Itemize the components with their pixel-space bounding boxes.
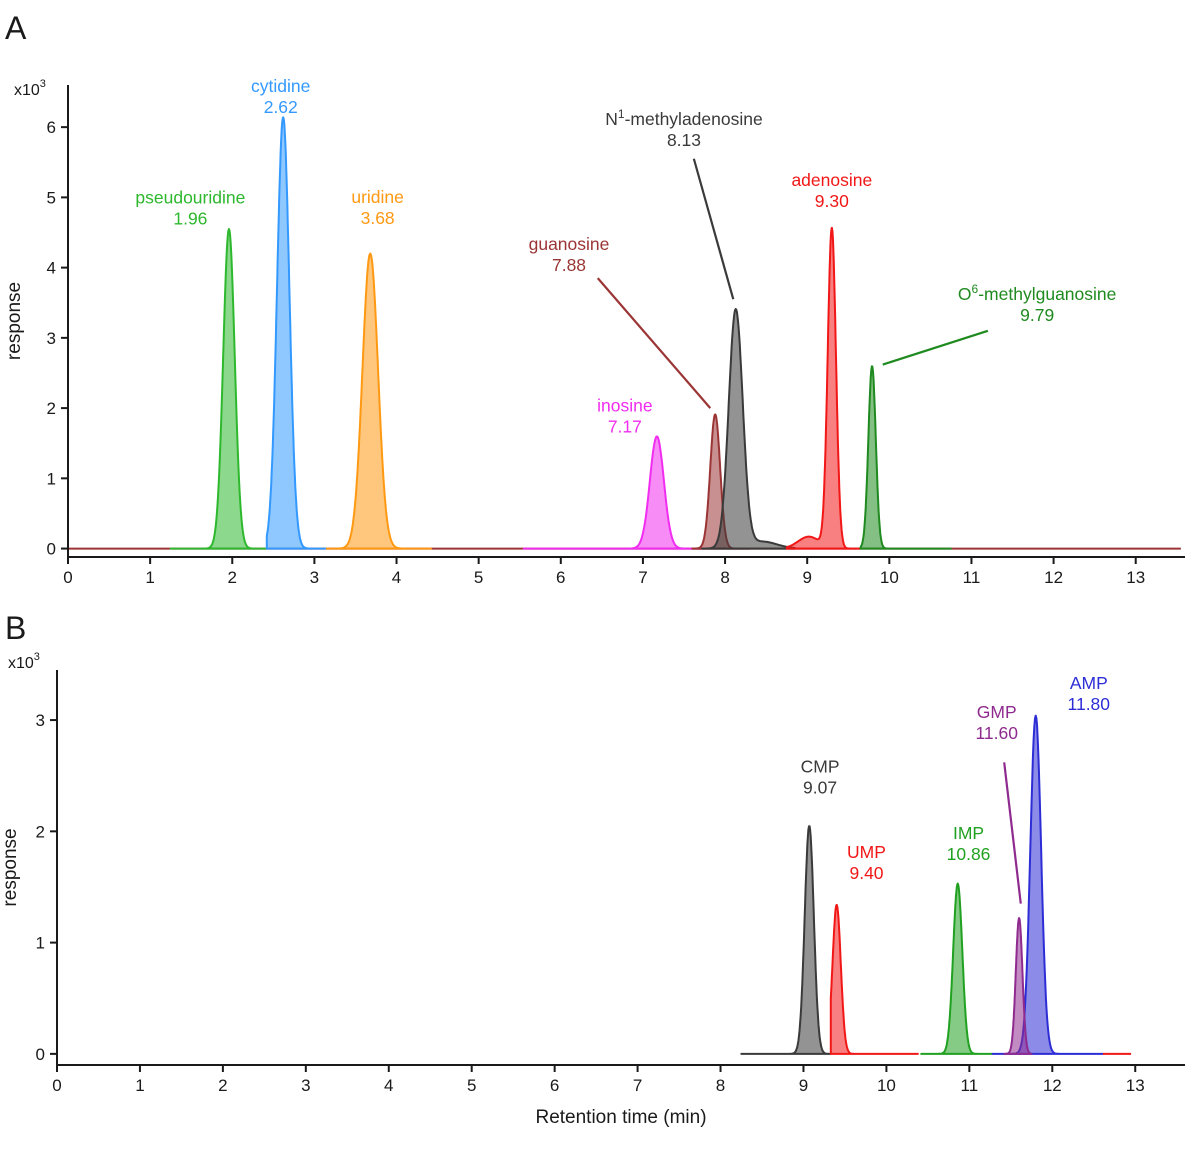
peak-label-cmp: CMP: [801, 756, 840, 776]
x-tick-label: 8: [720, 568, 729, 587]
x-tick-label: 11: [961, 1076, 979, 1095]
x-tick-label: 4: [384, 1076, 393, 1095]
x-tick-label: 9: [802, 568, 811, 587]
peak-label-n1-methyladenosine: 8.13: [667, 130, 701, 150]
peak-label-imp: 10.86: [947, 844, 991, 864]
peak-amp: [991, 714, 1104, 1055]
peak-label-ump: UMP: [847, 842, 886, 862]
y-tick-label: 3: [47, 329, 56, 348]
peak-label-amp: AMP: [1070, 673, 1108, 693]
peak-label-uridine: uridine: [351, 187, 404, 207]
peak-label-ump: 9.40: [849, 863, 883, 883]
peak-label-gmp: GMP: [977, 702, 1017, 722]
y-scale-label: x103: [8, 651, 40, 672]
x-tick-label: 5: [467, 1076, 476, 1095]
y-tick-label: 6: [47, 118, 56, 137]
peak-label-gmp: 11.60: [975, 723, 1018, 743]
peak-label-o6-methylguanosine: 9.79: [1020, 305, 1054, 325]
y-tick-label: 2: [47, 399, 56, 418]
peak-inosine: [522, 435, 704, 550]
x-tick-label: 13: [1126, 568, 1145, 587]
panel-a-letter: A: [5, 10, 27, 46]
peak-label-uridine: 3.68: [361, 208, 395, 228]
peak-uridine: [325, 252, 432, 550]
peak-cytidine: [265, 116, 328, 550]
peak-adenosine: [785, 226, 862, 550]
peak-label-n1-methyladenosine: N1-methyladenosine: [605, 107, 762, 129]
peak-label-pseudouridine: pseudouridine: [135, 188, 245, 208]
peak-label-inosine: inosine: [597, 396, 652, 416]
x-tick-label: 13: [1126, 1076, 1145, 1095]
x-tick-label: 3: [310, 568, 319, 587]
x-tick-label: 10: [877, 1076, 896, 1095]
peak-label-adenosine: adenosine: [791, 170, 872, 190]
peak-label-inosine: 7.17: [608, 417, 642, 437]
x-tick-label: 5: [474, 568, 483, 587]
x-axis-title: Retention time (min): [535, 1107, 706, 1128]
x-tick-label: 12: [1044, 568, 1063, 587]
peak-pseudouridine: [169, 228, 268, 550]
peak-label-imp: IMP: [953, 823, 984, 843]
x-tick-label: 11: [963, 568, 981, 587]
peak-label-guanosine: 7.88: [552, 255, 586, 275]
y-scale-label: x103: [14, 78, 46, 99]
y-tick-label: 2: [36, 822, 45, 841]
peak-label-cmp: 9.07: [803, 777, 837, 797]
peak-imp: [920, 882, 994, 1055]
y-tick-label: 0: [47, 540, 56, 559]
x-tick-label: 10: [880, 568, 899, 587]
x-tick-label: 8: [716, 1076, 725, 1095]
peak-label-cytidine: cytidine: [251, 76, 310, 96]
x-tick-label: 7: [633, 1076, 642, 1095]
x-tick-label: 7: [638, 568, 647, 587]
peak-label-adenosine: 9.30: [815, 191, 849, 211]
y-tick-label: 5: [47, 188, 56, 207]
y-axis-label: response: [0, 828, 21, 906]
peak-cmp: [740, 825, 832, 1055]
leader-guanosine: [596, 277, 712, 409]
y-tick-label: 1: [36, 934, 45, 953]
leader-n1-methyladenosine: [692, 158, 735, 300]
panel-a-plot: 0 1 2 3 4 5 6 7 8 9 10 11 12 130123456responsex103pse…: [4, 76, 1185, 587]
panel-b-letter: B: [5, 610, 27, 646]
x-tick-label: 0: [63, 568, 72, 587]
leader-gmp: [1003, 762, 1022, 904]
x-tick-label: 6: [556, 568, 565, 587]
x-tick-label: 4: [392, 568, 401, 587]
x-tick-label: 9: [799, 1076, 808, 1095]
peak-label-amp: 11.80: [1068, 694, 1111, 714]
peak-n1-methyladenosine: [701, 308, 796, 550]
y-tick-label: 0: [36, 1045, 45, 1064]
x-tick-label: 2: [228, 568, 237, 587]
x-tick-label: 3: [301, 1076, 310, 1095]
leader-o6-methylguanosine: [882, 329, 989, 366]
y-tick-label: 3: [36, 711, 45, 730]
panel-b-plot: 0 1 2 3 4 5 6 7 8 9 10 11 12 130123responsex103Retent…: [0, 651, 1185, 1128]
peak-gmp: [1003, 917, 1033, 1055]
peak-label-guanosine: guanosine: [529, 234, 610, 254]
x-tick-label: 12: [1043, 1076, 1062, 1095]
y-axis-label: response: [4, 282, 25, 360]
x-tick-label: 2: [218, 1076, 227, 1095]
peak-label-o6-methylguanosine: O6-methylguanosine: [958, 282, 1116, 304]
y-tick-label: 4: [47, 259, 56, 278]
x-tick-label: 6: [550, 1076, 559, 1095]
x-tick-label: 0: [52, 1076, 61, 1095]
x-tick-label: 1: [135, 1076, 144, 1095]
peak-label-pseudouridine: 1.96: [173, 209, 207, 229]
peak-label-cytidine: 2.62: [264, 97, 298, 117]
x-tick-label: 1: [145, 568, 154, 587]
y-tick-label: 1: [47, 469, 56, 488]
peak-ump: [829, 903, 919, 1055]
peak-o6-methylguanosine: [859, 365, 952, 550]
